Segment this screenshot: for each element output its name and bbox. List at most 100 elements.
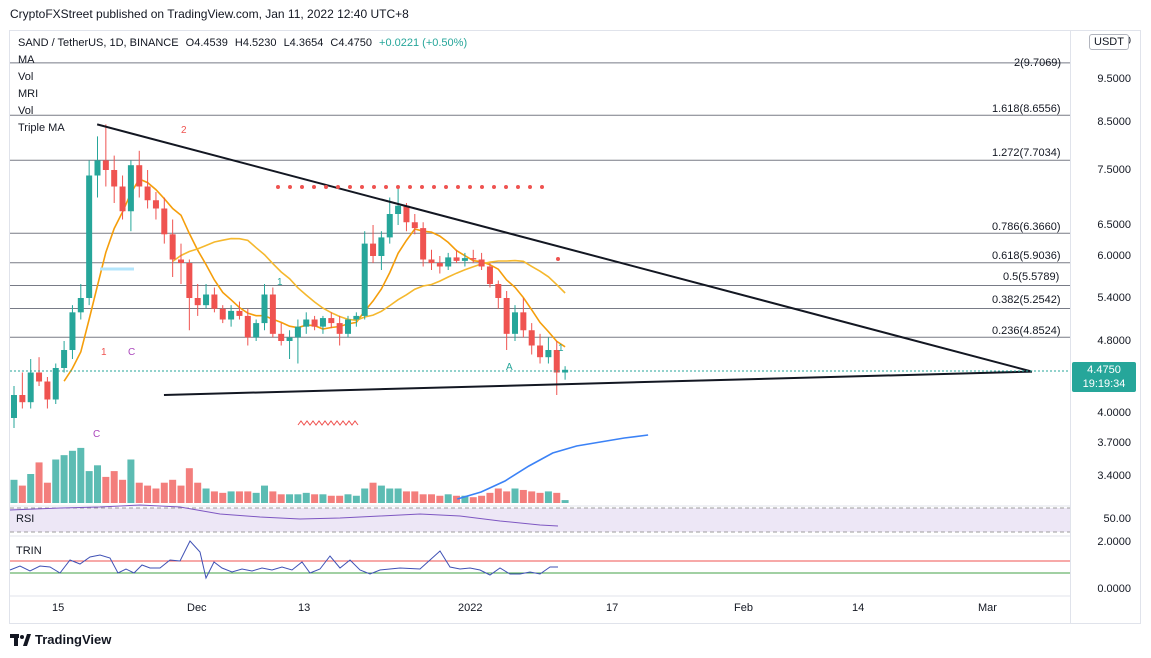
candle-body: [44, 381, 51, 400]
indicator-mri[interactable]: MRI: [18, 88, 39, 100]
volume-bar: [336, 495, 344, 503]
candle-body: [286, 337, 293, 341]
candle-body: [119, 186, 126, 212]
candle-body: [136, 165, 143, 187]
volume-bar: [261, 485, 268, 503]
td-label: C: [128, 347, 135, 358]
time-tick: 13: [298, 602, 311, 614]
candle-body: [152, 200, 159, 209]
time-tick: 15: [52, 602, 65, 614]
candle-body: [303, 319, 310, 327]
volume-bar: [402, 491, 410, 503]
volume-bar: [302, 492, 310, 503]
symbol-label[interactable]: SAND / TetherUS, 1D, BINANCE: [18, 37, 179, 49]
indicator-triple-ma[interactable]: Triple MA: [18, 122, 65, 134]
volume-bar: [52, 459, 60, 503]
chart-frame[interactable]: [9, 30, 1141, 624]
candle-body: [211, 294, 218, 309]
candle-body: [470, 258, 477, 260]
low-value: L4.3654: [283, 37, 324, 49]
trin-tick: 0.0000: [1097, 583, 1131, 595]
volume-bar: [286, 494, 294, 503]
price-tick: 5.4000: [1097, 292, 1131, 304]
indicator-ma[interactable]: MA: [18, 54, 35, 66]
ma-medium-line: [172, 237, 566, 322]
trendline: [96, 123, 1033, 373]
volume-bar: [553, 492, 561, 503]
open-value: O4.4539: [185, 37, 228, 49]
fib-label: 0.618(5.9036): [992, 250, 1061, 262]
tradingview-footer[interactable]: TradingView: [10, 632, 111, 647]
volume-bar: [102, 476, 110, 503]
candle-body: [111, 170, 118, 187]
fib-label: 0.382(5.2542): [992, 294, 1061, 306]
candle-body: [486, 266, 493, 284]
time-tick: Feb: [734, 602, 753, 614]
fib-label: 2(9.7069): [1014, 57, 1062, 69]
volume-bar: [194, 482, 202, 503]
candle-body: [545, 350, 552, 358]
trin-label[interactable]: TRIN: [16, 545, 42, 557]
rsi-label[interactable]: RSI: [16, 513, 35, 525]
resistance-dot: [456, 185, 460, 189]
candle-body: [361, 243, 368, 316]
candle-body: [562, 369, 569, 373]
volume-bar: [469, 497, 477, 503]
volume-bar: [327, 495, 335, 503]
candle-body: [336, 323, 343, 334]
td-label: 2: [181, 125, 187, 136]
candle-body: [61, 350, 68, 368]
resistance-dot: [276, 185, 280, 189]
volume-bar: [35, 462, 43, 503]
time-tick: Mar: [978, 602, 997, 614]
rsi-line: [9, 504, 559, 527]
resistance-dot: [336, 185, 340, 189]
volume-bar: [169, 479, 177, 503]
candle-body: [278, 333, 285, 341]
resistance-dot: [420, 185, 424, 189]
volume-bar: [386, 488, 394, 503]
candle-body: [69, 312, 76, 350]
volume-bar: [119, 479, 127, 503]
volume-bar: [202, 488, 210, 503]
currency-button[interactable]: USDT: [1089, 34, 1129, 50]
volume-bar: [394, 488, 402, 503]
candle-body: [19, 395, 26, 403]
candle-body: [319, 318, 326, 327]
indicator-vol-2[interactable]: Vol: [18, 105, 34, 117]
price-tick: 4.8000: [1097, 335, 1131, 347]
price-tick: 3.4000: [1097, 470, 1131, 482]
candle-body: [428, 259, 435, 263]
high-value: H4.5230: [234, 37, 277, 49]
candle-body: [178, 259, 184, 263]
volume-bar: [311, 494, 319, 503]
volume-bar: [244, 491, 252, 503]
volume-bar: [377, 485, 385, 503]
candle-body: [219, 308, 226, 320]
candle-body: [386, 214, 393, 238]
price-tick: 6.0000: [1097, 250, 1131, 262]
candle-body: [244, 315, 251, 338]
candle-body: [512, 312, 518, 334]
time-tick: 17: [606, 602, 619, 614]
candle-body: [11, 395, 17, 418]
time-tick: Dec: [187, 602, 207, 614]
price-tick: 7.5000: [1097, 164, 1131, 176]
candle-body: [144, 186, 151, 201]
volume-bar: [461, 495, 469, 503]
tradingview-logo-icon: [10, 633, 31, 646]
volume-bar: [294, 494, 302, 503]
volume-bar: [494, 488, 502, 503]
volume-bar: [269, 491, 277, 503]
volume-bar: [235, 491, 243, 503]
candle-body: [52, 368, 59, 400]
volume-bar: [227, 491, 235, 503]
candle-body: [102, 160, 109, 170]
price-axis[interactable]: 10 9.5000 8.5000 7.5000 6.5000 6.0000 5.…: [1070, 30, 1141, 624]
volume-bar: [536, 492, 544, 503]
fib-label: 0.236(4.8524): [992, 325, 1061, 337]
indicator-vol[interactable]: Vol: [18, 71, 34, 83]
fib-label: 1.272(7.7034): [992, 147, 1061, 159]
volume-bar: [453, 495, 461, 503]
